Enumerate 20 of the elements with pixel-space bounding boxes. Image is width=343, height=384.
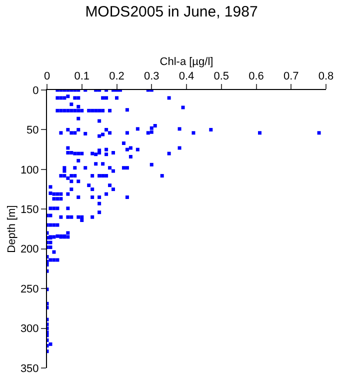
x-tick-label: 0.1 <box>74 70 90 83</box>
y-tick-label: 100 <box>20 164 39 176</box>
x-tick-label: 0.7 <box>283 70 299 83</box>
y-tick-label: 350 <box>20 362 39 375</box>
y-tick-label: 0 <box>32 84 39 97</box>
y-tick-label: 250 <box>20 283 39 296</box>
y-tick-label: 300 <box>20 323 39 336</box>
y-axis-title: Depth [m] <box>6 205 18 253</box>
x-tick-label: 0.6 <box>248 70 264 83</box>
x-tick-label: 0.3 <box>144 70 160 83</box>
y-tick-label: 150 <box>20 204 39 216</box>
x-tick-label: 0.2 <box>109 70 124 83</box>
y-tick-label: 200 <box>20 244 39 256</box>
y-tick-label: 50 <box>26 124 39 137</box>
x-axis-title: Chl-a [µg/l] <box>160 56 214 68</box>
x-tick-label: 0.4 <box>178 70 194 83</box>
x-tick-label: 0 <box>44 70 50 83</box>
chart-title: MODS2005 in June, 1987 <box>85 3 258 20</box>
x-tick-label: 0.8 <box>318 70 334 83</box>
x-tick-label: 0.5 <box>214 70 230 83</box>
